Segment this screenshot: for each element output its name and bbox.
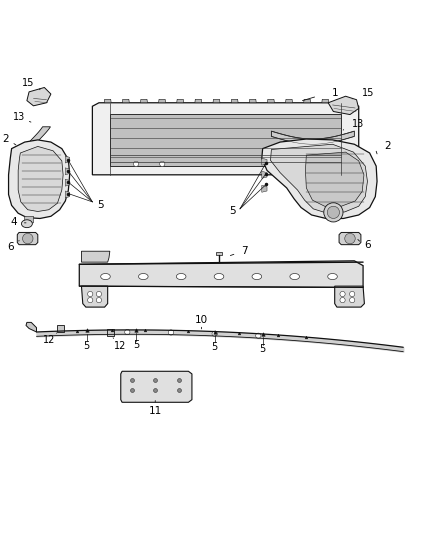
Circle shape (256, 333, 261, 338)
Ellipse shape (214, 273, 224, 280)
Text: 5: 5 (97, 199, 103, 209)
Circle shape (134, 161, 139, 166)
Circle shape (22, 233, 33, 244)
Text: 11: 11 (148, 406, 162, 416)
Polygon shape (65, 156, 70, 163)
Circle shape (312, 161, 318, 166)
Polygon shape (335, 286, 364, 307)
Polygon shape (262, 139, 377, 219)
Text: 15: 15 (362, 88, 374, 98)
Polygon shape (305, 152, 364, 206)
Polygon shape (121, 372, 192, 402)
Ellipse shape (21, 220, 32, 228)
Polygon shape (216, 252, 222, 255)
Text: 5: 5 (260, 344, 266, 354)
Polygon shape (65, 168, 70, 175)
Polygon shape (262, 158, 267, 165)
Ellipse shape (138, 273, 148, 280)
Polygon shape (272, 131, 354, 144)
Polygon shape (262, 171, 267, 179)
Polygon shape (57, 325, 64, 332)
Circle shape (96, 292, 102, 297)
Polygon shape (286, 99, 293, 103)
Polygon shape (26, 322, 36, 332)
Polygon shape (104, 99, 111, 103)
Text: 7: 7 (241, 246, 247, 256)
Polygon shape (27, 87, 51, 106)
Text: 2: 2 (384, 141, 391, 151)
Circle shape (345, 233, 355, 244)
Polygon shape (141, 99, 148, 103)
Text: 5: 5 (229, 206, 235, 216)
Polygon shape (79, 261, 363, 287)
Circle shape (88, 292, 93, 297)
Polygon shape (271, 144, 367, 213)
Circle shape (125, 329, 130, 335)
Text: 5: 5 (84, 341, 90, 351)
Polygon shape (81, 251, 110, 262)
Text: 15: 15 (21, 78, 34, 88)
Ellipse shape (290, 273, 300, 280)
Polygon shape (328, 96, 359, 115)
Circle shape (324, 203, 343, 222)
Polygon shape (22, 127, 50, 151)
Polygon shape (249, 99, 256, 103)
Circle shape (350, 297, 355, 303)
Circle shape (159, 161, 165, 166)
Text: 5: 5 (133, 340, 139, 350)
Polygon shape (322, 99, 329, 103)
Polygon shape (159, 99, 166, 103)
Circle shape (350, 292, 355, 297)
Text: 6: 6 (364, 240, 371, 249)
Polygon shape (18, 147, 63, 212)
Ellipse shape (177, 273, 186, 280)
Polygon shape (17, 232, 38, 245)
Polygon shape (65, 191, 70, 198)
Text: 6: 6 (7, 242, 14, 252)
Polygon shape (107, 329, 114, 336)
Circle shape (88, 297, 93, 303)
Polygon shape (81, 286, 108, 307)
Text: 13: 13 (352, 119, 364, 129)
Circle shape (340, 297, 345, 303)
Text: 4: 4 (11, 217, 17, 227)
Polygon shape (122, 99, 129, 103)
Polygon shape (25, 216, 33, 224)
Circle shape (327, 206, 339, 219)
Text: 13: 13 (13, 112, 25, 122)
Text: 12: 12 (114, 341, 127, 351)
Polygon shape (262, 185, 267, 192)
Polygon shape (339, 232, 361, 245)
Polygon shape (304, 99, 311, 103)
Polygon shape (9, 140, 70, 219)
Polygon shape (340, 99, 347, 103)
Text: 1: 1 (332, 88, 338, 98)
Circle shape (212, 331, 217, 336)
Text: 5: 5 (212, 342, 218, 352)
Ellipse shape (252, 273, 261, 280)
Polygon shape (213, 99, 220, 103)
Circle shape (96, 297, 102, 303)
Circle shape (340, 292, 345, 297)
Text: 2: 2 (3, 134, 9, 143)
Polygon shape (92, 103, 359, 175)
Polygon shape (195, 99, 202, 103)
Circle shape (168, 330, 173, 335)
Ellipse shape (101, 273, 110, 280)
Polygon shape (231, 99, 238, 103)
Ellipse shape (328, 273, 337, 280)
Circle shape (286, 161, 291, 166)
Polygon shape (110, 114, 341, 166)
Text: 12: 12 (42, 335, 55, 345)
Polygon shape (65, 179, 70, 186)
Polygon shape (267, 99, 274, 103)
Polygon shape (177, 99, 184, 103)
Text: 10: 10 (195, 315, 208, 325)
